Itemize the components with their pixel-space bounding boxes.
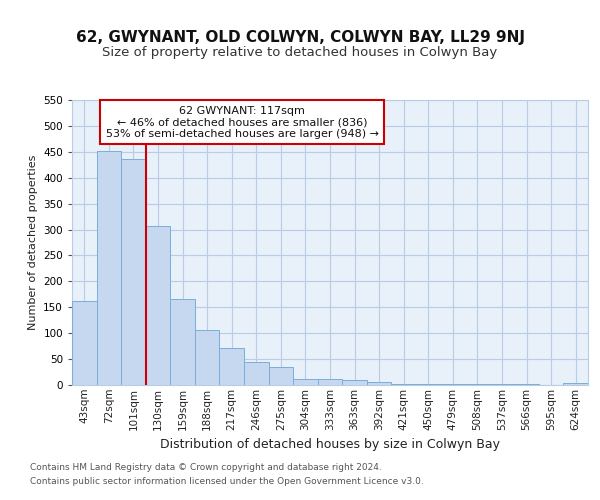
Bar xyxy=(465,384,490,385)
Bar xyxy=(293,379,318,385)
Text: 62 GWYNANT: 117sqm
← 46% of detached houses are smaller (836)
53% of semi-detach: 62 GWYNANT: 117sqm ← 46% of detached hou… xyxy=(106,106,379,139)
Text: Contains public sector information licensed under the Open Government Licence v3: Contains public sector information licen… xyxy=(30,477,424,486)
Bar xyxy=(367,382,391,385)
Bar xyxy=(391,384,416,385)
Text: Contains HM Land Registry data © Crown copyright and database right 2024.: Contains HM Land Registry data © Crown c… xyxy=(30,464,382,472)
Y-axis label: Number of detached properties: Number of detached properties xyxy=(28,155,38,330)
Text: 62, GWYNANT, OLD COLWYN, COLWYN BAY, LL29 9NJ: 62, GWYNANT, OLD COLWYN, COLWYN BAY, LL2… xyxy=(76,30,524,45)
Bar xyxy=(318,380,342,385)
Bar xyxy=(146,226,170,385)
Bar xyxy=(121,158,146,385)
Bar xyxy=(269,368,293,385)
Bar xyxy=(220,348,244,385)
Bar xyxy=(195,330,220,385)
Bar xyxy=(416,384,440,385)
Text: Size of property relative to detached houses in Colwyn Bay: Size of property relative to detached ho… xyxy=(103,46,497,59)
Bar xyxy=(72,301,97,385)
Bar xyxy=(514,384,539,385)
Bar xyxy=(563,383,588,385)
Bar xyxy=(97,152,121,385)
Bar xyxy=(342,380,367,385)
Bar xyxy=(244,362,269,385)
X-axis label: Distribution of detached houses by size in Colwyn Bay: Distribution of detached houses by size … xyxy=(160,438,500,451)
Bar xyxy=(170,299,195,385)
Bar xyxy=(490,384,514,385)
Bar xyxy=(440,384,465,385)
